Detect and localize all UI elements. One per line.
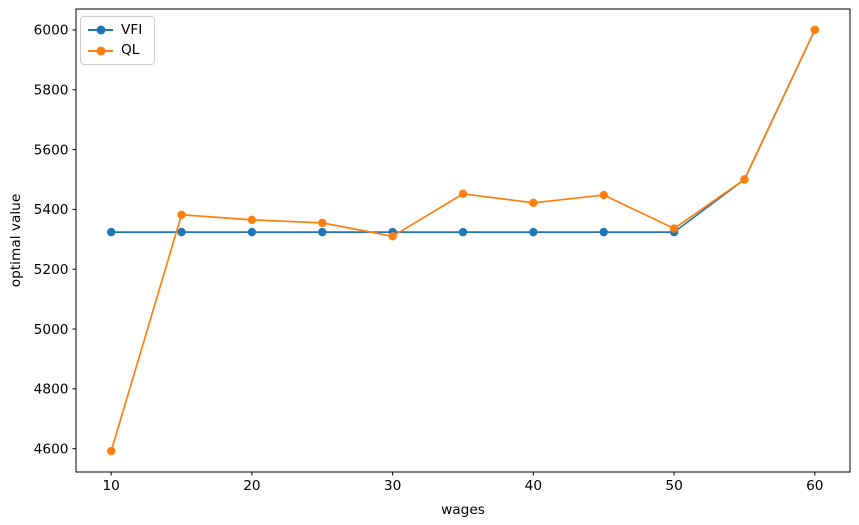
marker-ql bbox=[599, 190, 608, 200]
y-tick-label: 5200 bbox=[34, 262, 69, 278]
x-axis-label: wages bbox=[441, 502, 485, 518]
marker-ql bbox=[106, 446, 116, 456]
marker-vfi bbox=[458, 227, 468, 237]
legend-marker-icon bbox=[96, 25, 105, 35]
plot-border bbox=[75, 8, 851, 473]
marker-vfi bbox=[529, 227, 538, 237]
legend: VFI QL bbox=[80, 16, 156, 65]
y-tick-label: 4800 bbox=[34, 382, 69, 398]
x-tick-label: 60 bbox=[806, 478, 823, 494]
marker-vfi bbox=[599, 227, 608, 237]
legend-label-vfi: VFI bbox=[121, 22, 143, 38]
marker-ql bbox=[388, 232, 397, 241]
marker-vfi bbox=[247, 227, 257, 237]
marker-ql bbox=[177, 210, 186, 219]
marker-ql bbox=[740, 175, 749, 184]
marker-ql bbox=[529, 198, 538, 208]
marker-vfi bbox=[177, 227, 186, 237]
marker-vfi bbox=[106, 227, 116, 237]
legend-item-ql: QL bbox=[88, 42, 142, 59]
x-tick-label: 50 bbox=[665, 478, 682, 494]
y-tick-label: 4600 bbox=[34, 441, 69, 457]
y-axis-label: optimal value bbox=[8, 194, 24, 288]
marker-ql bbox=[458, 189, 468, 199]
y-tick-label: 6000 bbox=[34, 23, 69, 39]
legend-marker-icon bbox=[96, 46, 105, 56]
x-tick-label: 40 bbox=[525, 478, 542, 494]
x-tick-label: 30 bbox=[384, 478, 401, 494]
series-line-vfi bbox=[111, 29, 816, 233]
plot-area: 10 20 30 40 50 60 4600 4800 5000 5200 5400 5600 5800… bbox=[34, 8, 851, 494]
series-line-ql bbox=[110, 29, 816, 452]
legend-line-sample-vfi bbox=[88, 25, 113, 35]
legend-line-sample-ql bbox=[88, 46, 113, 56]
legend-item-vfi: VFI bbox=[88, 23, 142, 37]
x-tick-label: 20 bbox=[243, 478, 260, 494]
x-tick-label: 10 bbox=[102, 478, 119, 494]
marker-ql bbox=[810, 25, 820, 35]
marker-ql bbox=[318, 218, 327, 228]
marker-ql bbox=[247, 215, 257, 225]
legend-label-ql: QL bbox=[121, 42, 140, 59]
marker-vfi bbox=[318, 227, 327, 237]
y-tick-label: 5600 bbox=[34, 142, 69, 158]
y-tick-label: 5400 bbox=[34, 202, 69, 218]
y-tick-label: 5000 bbox=[34, 322, 69, 338]
marker-ql bbox=[669, 224, 679, 233]
y-tick-label: 5800 bbox=[34, 83, 69, 99]
